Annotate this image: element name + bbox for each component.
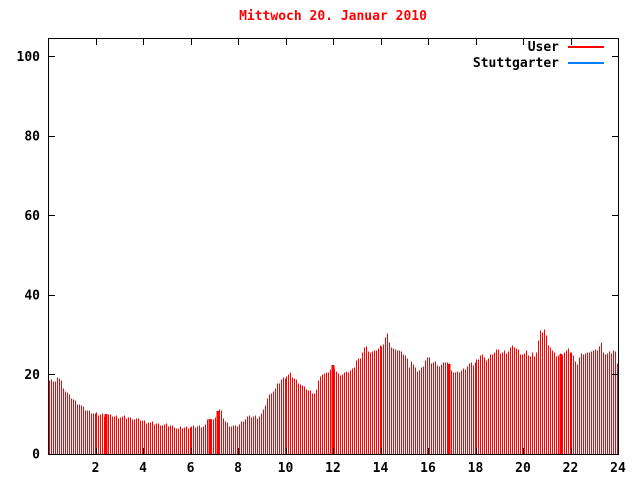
tick-label: 2	[92, 461, 100, 476]
tick-label: 6	[187, 461, 195, 476]
chart-title: Mittwoch 20. Januar 2010	[239, 9, 427, 24]
tick-label: 12	[325, 461, 341, 476]
legend: User Stuttgarter	[473, 39, 604, 71]
axis-frame	[48, 38, 619, 455]
tick-label: 8	[234, 461, 242, 476]
user-series-bars	[49, 329, 618, 454]
tick-label: 20	[24, 368, 40, 383]
tick-label: 60	[24, 209, 40, 224]
tick-label: 40	[24, 288, 40, 303]
tick-label: 4	[139, 461, 147, 476]
tick-label: 0	[32, 448, 40, 463]
legend-label-stuttgarter: Stuttgarter	[472, 55, 559, 71]
tick-label: 16	[420, 461, 436, 476]
tick-label: 20	[515, 461, 531, 476]
tick-label: 80	[24, 129, 40, 144]
tick-label: 24	[610, 461, 626, 476]
legend-line-sample-stuttgarter	[568, 62, 604, 64]
tick-label: 100	[17, 50, 41, 65]
tick-label: 18	[468, 461, 484, 476]
legend-label-user: User	[527, 39, 559, 55]
tick-label: 10	[278, 461, 294, 476]
axis-ticks	[49, 39, 619, 455]
legend-entry-user: User	[473, 39, 604, 55]
tick-label: 14	[373, 461, 389, 476]
legend-line-sample-user	[568, 46, 604, 48]
legend-entry-stuttgarter: Stuttgarter	[473, 55, 604, 71]
tick-label: 22	[563, 461, 579, 476]
